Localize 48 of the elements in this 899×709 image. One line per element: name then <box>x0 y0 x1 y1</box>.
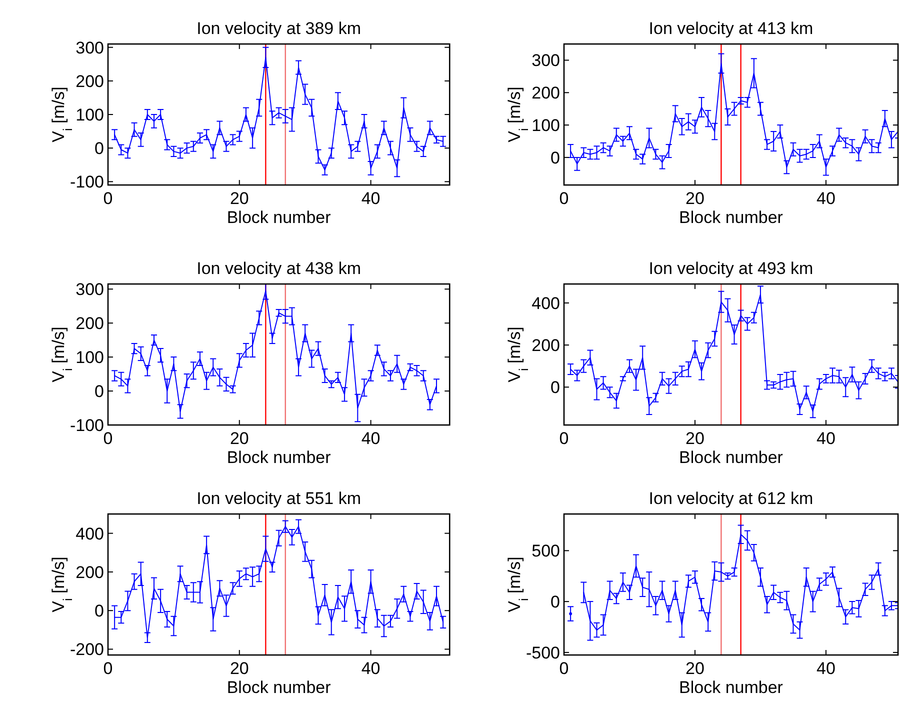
x-axis-title: Block number <box>226 448 332 467</box>
y-tick-label: 0 <box>94 382 104 402</box>
x-axis-title: Block number <box>679 678 784 697</box>
x-tick-label: 40 <box>816 429 836 448</box>
y-tick-label: 200 <box>532 336 560 356</box>
x-tick-label: 40 <box>361 189 380 208</box>
chart-title: Ion velocity at 413 km <box>648 19 814 38</box>
y-tick-label: -500 <box>526 643 560 662</box>
y-tick-label: 0 <box>550 378 560 398</box>
y-tick-label: 100 <box>76 348 104 368</box>
x-tick-label: 40 <box>361 429 380 448</box>
y-tick-label: 300 <box>76 280 104 300</box>
x-axis-title: Block number <box>679 448 784 467</box>
y-tick-label: 100 <box>532 116 560 136</box>
x-axis-title: Block number <box>226 208 332 227</box>
chart-title: Ion velocity at 551 km <box>196 489 362 508</box>
chart-title: Ion velocity at 612 km <box>648 489 814 508</box>
chart-title: Ion velocity at 438 km <box>196 259 362 278</box>
y-tick-label: 500 <box>532 542 560 561</box>
x-tick-label: 20 <box>686 429 704 448</box>
y-tick-label: 300 <box>532 51 560 70</box>
y-tick-label: 200 <box>532 84 560 103</box>
y-tick-label: 200 <box>76 72 104 91</box>
x-tick-label: 20 <box>686 189 704 208</box>
y-tick-label: -200 <box>70 640 104 660</box>
y-tick-label: 0 <box>94 602 104 621</box>
y-tick-label: 0 <box>550 592 560 612</box>
x-tick-label: 20 <box>230 189 249 208</box>
x-axis-title: Block number <box>226 678 332 697</box>
chart-title: Ion velocity at 389 km <box>196 19 362 38</box>
x-tick-label: 40 <box>816 659 836 678</box>
x-tick-label: 20 <box>230 429 249 448</box>
x-tick-label: 40 <box>816 189 836 208</box>
y-tick-label: 0 <box>94 139 104 158</box>
y-tick-label: 0 <box>550 148 560 168</box>
y-tick-label: -100 <box>70 172 104 192</box>
chart-title: Ion velocity at 493 km <box>648 259 814 278</box>
y-tick-label: -100 <box>70 416 104 435</box>
y-tick-label: 300 <box>76 38 104 58</box>
y-tick-label: 200 <box>76 314 104 334</box>
y-tick-label: 100 <box>76 106 104 124</box>
x-tick-label: 40 <box>361 659 380 678</box>
x-tick-label: 20 <box>686 659 704 678</box>
y-tick-label: 400 <box>76 524 104 544</box>
y-tick-label: 200 <box>76 562 104 582</box>
x-axis-title: Block number <box>679 208 784 227</box>
x-tick-label: 20 <box>230 659 249 678</box>
y-tick-label: 400 <box>532 294 560 313</box>
